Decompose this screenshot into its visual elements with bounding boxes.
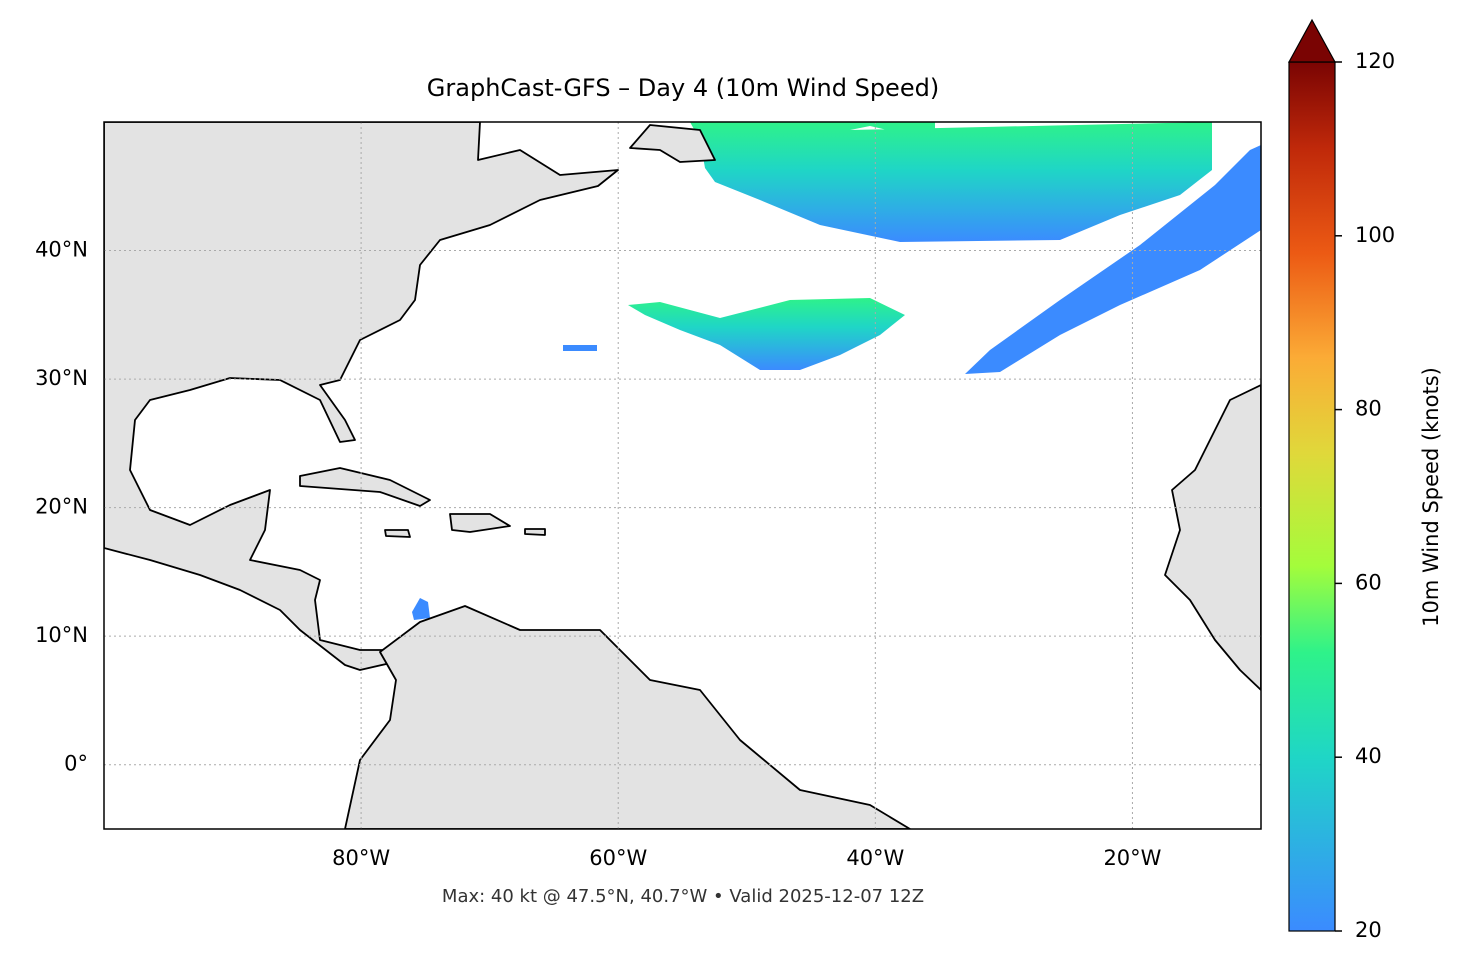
africa (1164, 384, 1261, 691)
wind-swath (412, 598, 430, 620)
colorbar-tick-label: 20 (1355, 918, 1382, 942)
colorbar-extend (1287, 18, 1337, 63)
colorbar-tick-label: 80 (1355, 397, 1382, 421)
wind-swaths (412, 122, 1261, 620)
wind-swath (965, 145, 1261, 374)
x-tick-label: 80°W (332, 846, 390, 870)
puerto-rico (524, 528, 546, 536)
axes: 80°W 60°W 40°W 20°W 0° 10°N 20°N 30°N 40°N 20 40 60… (35, 49, 1395, 942)
colorbar-tick-label: 100 (1355, 223, 1395, 247)
y-tick-label: 20°N (35, 495, 88, 519)
map-frame (103, 121, 1262, 830)
y-tick-label: 0° (64, 752, 88, 776)
y-tick-label: 40°N (35, 238, 88, 262)
hispaniola (449, 513, 511, 533)
wind-swath (628, 298, 905, 370)
colorbar-label: 10m Wind Speed (knots) (1419, 367, 1443, 627)
colorbar (1288, 61, 1336, 932)
newfoundland (629, 124, 716, 163)
annotation: Max: 40 kt @ 47.5°N, 40.7°W • Valid 2025… (442, 886, 924, 907)
colorbar-tick-label: 120 (1355, 49, 1395, 73)
colorbar-tick-label: 60 (1355, 570, 1382, 594)
north-america (104, 122, 619, 671)
wind-swath (690, 122, 1212, 242)
map (104, 122, 1261, 829)
y-tick-label: 30°N (35, 366, 88, 390)
x-tick-label: 20°W (1103, 846, 1161, 870)
wind-swath (563, 345, 597, 351)
cuba (299, 467, 431, 507)
x-tick-label: 60°W (589, 846, 647, 870)
y-tick-label: 10°N (35, 623, 88, 647)
colorbar-tick-label: 40 (1355, 744, 1382, 768)
chart-title: GraphCast-GFS – Day 4 (10m Wind Speed) (427, 74, 939, 102)
jamaica (384, 529, 411, 538)
x-tick-label: 40°W (846, 846, 904, 870)
